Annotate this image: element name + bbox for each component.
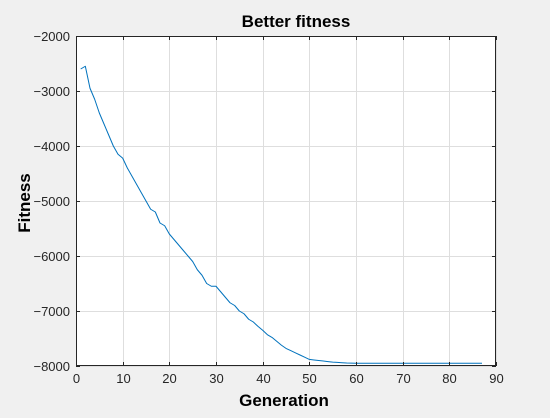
x-axis-label: Generation xyxy=(239,391,329,410)
x-tick-label: 60 xyxy=(349,371,363,386)
y-tick-label: −6000 xyxy=(33,249,70,264)
ticks xyxy=(76,36,497,367)
x-tick-label: 0 xyxy=(73,371,80,386)
tick-labels: 0 10 20 30 40 50 60 70 80 90 −8000 −7000 −6000 −5000 −… xyxy=(33,29,503,386)
x-tick-label: 30 xyxy=(209,371,223,386)
x-tick-label: 40 xyxy=(256,371,270,386)
y-tick-label: −3000 xyxy=(33,84,70,99)
y-tick-label: −8000 xyxy=(33,359,70,374)
x-tick-label: 20 xyxy=(162,371,176,386)
chart-title: Better fitness xyxy=(242,12,351,31)
y-tick-label: −4000 xyxy=(33,139,70,154)
y-axis-label: Fitness xyxy=(15,173,34,233)
y-tick-label: −2000 xyxy=(33,29,70,44)
x-tick-label: 50 xyxy=(302,371,316,386)
fitness-line xyxy=(80,65,482,364)
x-tick-label: 10 xyxy=(116,371,130,386)
x-tick-label: 90 xyxy=(489,371,503,386)
x-tick-label: 70 xyxy=(396,371,410,386)
series-layer xyxy=(80,65,482,364)
y-tick-label: −5000 xyxy=(33,194,70,209)
x-tick-label: 80 xyxy=(442,371,456,386)
y-tick-label: −7000 xyxy=(33,304,70,319)
